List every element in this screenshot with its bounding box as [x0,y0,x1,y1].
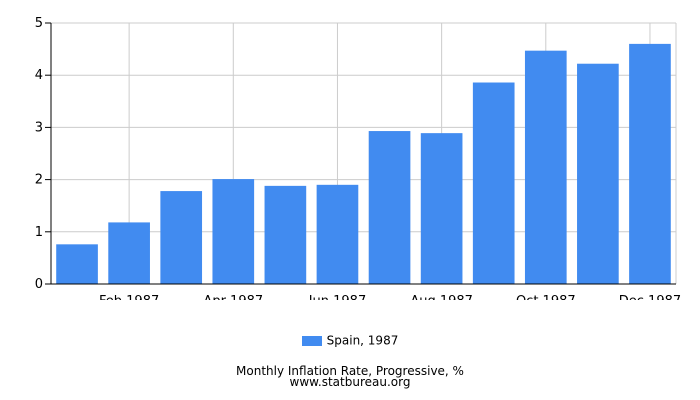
bar-6 [316,184,359,284]
x-tick-label: Dec 1987 [619,294,681,300]
bar-8 [420,133,463,284]
x-tick-label: Jun 1987 [308,294,367,300]
bar-10 [524,50,567,284]
bar-4 [212,179,255,284]
bar-1 [56,244,98,284]
y-tick-label: 2 [35,173,43,188]
x-tick-label: Oct 1987 [516,294,576,300]
bar-12 [629,43,671,284]
bar-2 [108,222,150,284]
y-tick-label: 5 [35,16,43,31]
legend-swatch [301,335,322,346]
bar-chart: 0 1 2 3 4 5 Feb 1987 Apr 1987 Jun 1987 Aug 1987 Oc… [35,16,681,300]
y-tick-label: 0 [35,277,43,292]
bar-9 [472,82,515,285]
x-tick-label: Apr 1987 [203,294,263,300]
bar-3 [160,191,203,284]
y-tick-label: 1 [35,225,43,240]
bar-7 [368,131,411,284]
bar-5 [264,185,307,284]
legend-label: Spain, 1987 [326,333,399,348]
y-tick-label: 4 [35,68,43,83]
x-tick-label: Aug 1987 [410,294,473,300]
x-tick-label: Feb 1987 [99,294,159,300]
y-tick-label: 3 [35,120,43,135]
legend: Spain, 1987 [0,333,700,348]
source-link[interactable]: www.statbureau.org [289,375,411,389]
chart-title: Monthly Inflation Rate, Progressive, % [236,364,464,378]
bar-11 [577,63,619,284]
